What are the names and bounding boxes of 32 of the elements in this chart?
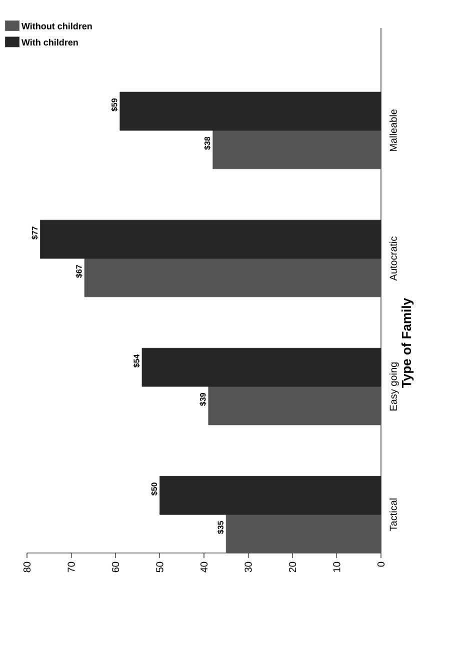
x-tick-label: 40 bbox=[200, 562, 208, 572]
y-axis-title: Type of Family bbox=[402, 298, 414, 388]
y-tick-label: Malleable bbox=[390, 110, 397, 152]
x-tick-label: 20 bbox=[288, 562, 296, 572]
x-tick-label: 10 bbox=[333, 562, 340, 572]
bar bbox=[212, 130, 382, 170]
x-tick-label: 30 bbox=[244, 562, 252, 572]
data-label: $54 bbox=[133, 354, 140, 368]
legend-label: With children bbox=[21, 38, 78, 46]
data-label: $77 bbox=[32, 226, 38, 240]
bar bbox=[84, 258, 382, 298]
data-label: $67 bbox=[76, 264, 82, 278]
x-tick-label: 60 bbox=[112, 562, 120, 572]
data-label: $39 bbox=[200, 392, 206, 406]
bar bbox=[226, 514, 382, 554]
data-label: $38 bbox=[204, 136, 211, 150]
legend-label: Without children bbox=[21, 22, 92, 30]
y-tick-label: Easy going bbox=[390, 362, 399, 410]
bar bbox=[208, 386, 382, 426]
bar bbox=[160, 476, 382, 515]
data-label: $35 bbox=[217, 520, 224, 534]
y-tick-label: Autocratic bbox=[390, 236, 397, 281]
x-tick-label: 0 bbox=[377, 562, 385, 567]
bar bbox=[120, 92, 382, 131]
data-label: $59 bbox=[111, 98, 118, 112]
x-tick-label: 80 bbox=[23, 562, 31, 572]
bar bbox=[142, 348, 382, 387]
y-tick-label: Tactical bbox=[390, 498, 397, 532]
bar bbox=[40, 220, 382, 259]
x-tick-label: 50 bbox=[156, 562, 164, 572]
data-label: $50 bbox=[151, 482, 158, 496]
x-tick-label: 70 bbox=[68, 562, 75, 572]
